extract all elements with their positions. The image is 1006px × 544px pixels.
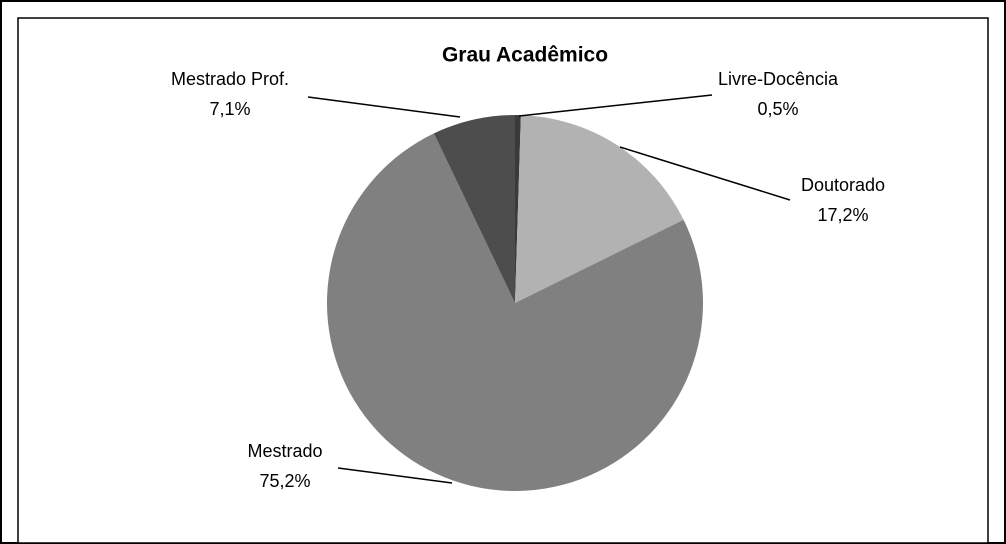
leader-line: [619, 146, 791, 201]
slice-label: Mestrado: [247, 441, 322, 461]
pie-slice: [515, 115, 684, 303]
slice-value-label: 0,5%: [757, 99, 798, 119]
chart-title: Grau Acadêmico: [442, 44, 608, 67]
leader-line: [337, 467, 453, 484]
slice-label: Livre-Docência: [718, 69, 839, 89]
pie-slice: [327, 133, 703, 492]
slice-value-label: 17,2%: [817, 205, 868, 225]
slice-value-label: 7,1%: [209, 99, 250, 119]
pie-slice: [433, 115, 515, 303]
slice-value-label: 75,2%: [259, 471, 310, 491]
leader-line: [518, 94, 713, 117]
pie-slice: [515, 115, 521, 303]
slice-label: Mestrado Prof.: [171, 69, 289, 89]
leader-line: [307, 96, 461, 118]
slice-label: Doutorado: [801, 175, 885, 195]
